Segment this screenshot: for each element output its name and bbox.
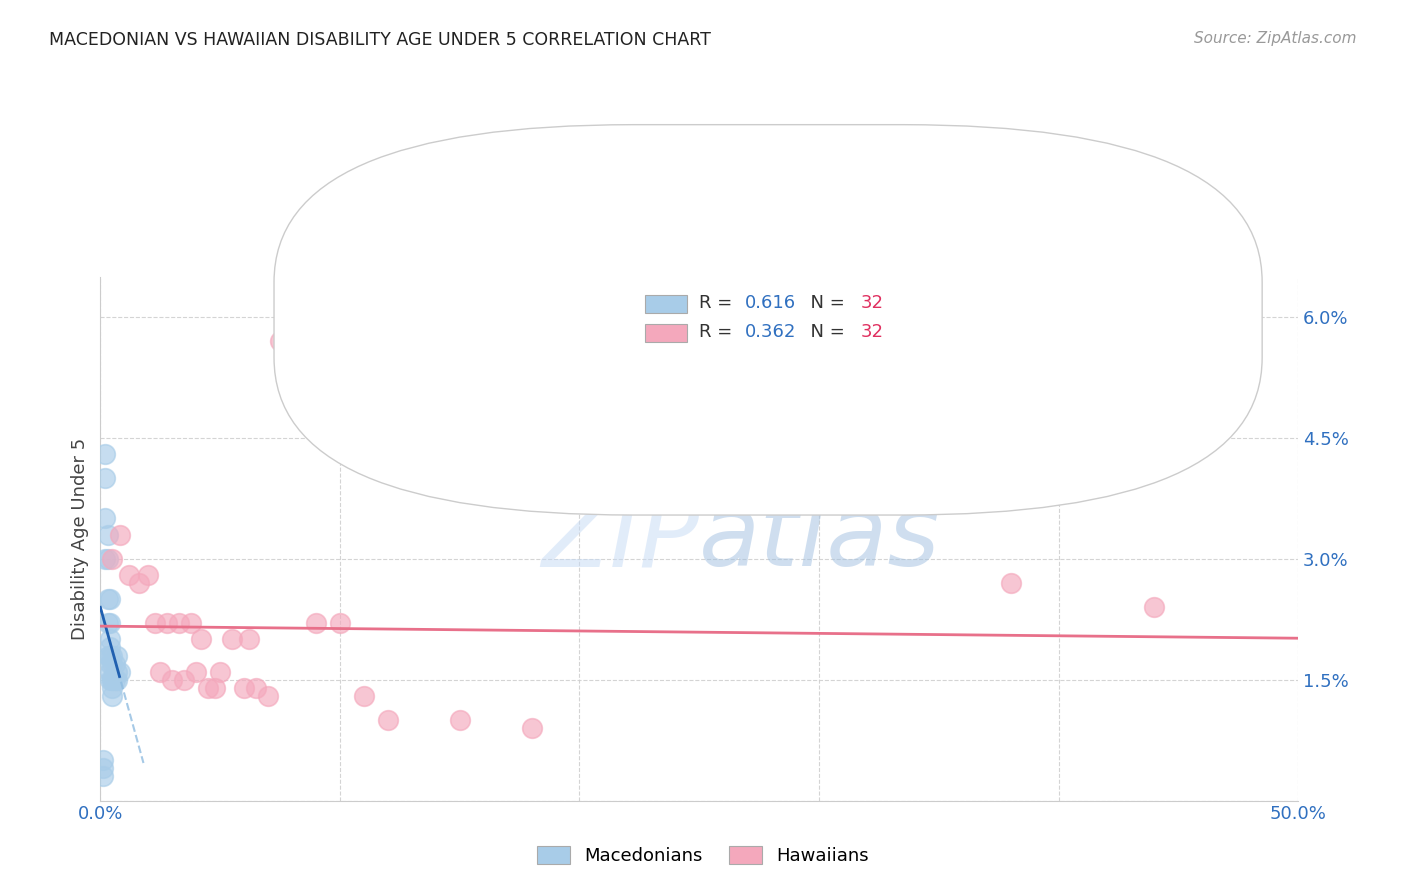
Text: atlas: atlas — [699, 490, 941, 587]
Point — [353, 689, 375, 703]
Point — [98, 673, 121, 687]
Text: Source: ZipAtlas.com: Source: ZipAtlas.com — [1194, 31, 1357, 46]
Point — [305, 616, 328, 631]
Bar — [645, 295, 688, 313]
Point — [96, 551, 118, 566]
Point — [180, 616, 202, 631]
Point — [281, 391, 304, 405]
Point — [156, 616, 179, 631]
Point — [197, 681, 219, 695]
Point — [105, 665, 128, 679]
Point — [190, 632, 212, 647]
Point — [145, 616, 167, 631]
Point — [209, 665, 232, 679]
Point — [105, 673, 128, 687]
Text: N =: N = — [799, 323, 851, 341]
Point — [94, 511, 117, 525]
Point — [204, 681, 226, 695]
Text: 32: 32 — [860, 323, 884, 341]
Point — [98, 632, 121, 647]
Point — [98, 648, 121, 663]
Point — [96, 527, 118, 541]
Point — [269, 334, 291, 348]
Legend: Macedonians, Hawaiians: Macedonians, Hawaiians — [530, 838, 876, 872]
Point — [108, 527, 131, 541]
Point — [96, 648, 118, 663]
Point — [101, 551, 124, 566]
Point — [91, 761, 114, 775]
Point — [245, 681, 267, 695]
Point — [96, 616, 118, 631]
Text: 0.362: 0.362 — [745, 323, 796, 341]
Point — [186, 665, 208, 679]
Point — [101, 681, 124, 695]
Text: 0.616: 0.616 — [745, 293, 796, 312]
Point — [136, 568, 159, 582]
Text: ZIP: ZIP — [541, 490, 699, 587]
Point — [98, 592, 121, 607]
Point — [98, 616, 121, 631]
Point — [173, 673, 195, 687]
Point — [118, 568, 141, 582]
FancyBboxPatch shape — [274, 125, 1263, 515]
Text: R =: R = — [699, 323, 738, 341]
Point — [128, 576, 150, 591]
Point — [1000, 576, 1022, 591]
Point — [94, 551, 117, 566]
Point — [101, 673, 124, 687]
Point — [91, 753, 114, 767]
Y-axis label: Disability Age Under 5: Disability Age Under 5 — [72, 437, 89, 640]
Text: MACEDONIAN VS HAWAIIAN DISABILITY AGE UNDER 5 CORRELATION CHART: MACEDONIAN VS HAWAIIAN DISABILITY AGE UN… — [49, 31, 711, 49]
Point — [105, 648, 128, 663]
Point — [257, 689, 280, 703]
Point — [329, 616, 352, 631]
Point — [104, 673, 127, 687]
Point — [98, 665, 121, 679]
Point — [520, 721, 543, 735]
Point — [221, 632, 243, 647]
Point — [98, 640, 121, 655]
Point — [101, 673, 124, 687]
Point — [149, 665, 172, 679]
Point — [108, 665, 131, 679]
Point — [101, 689, 124, 703]
Text: R =: R = — [699, 293, 738, 312]
Point — [104, 657, 127, 671]
Point — [1143, 600, 1166, 615]
Point — [449, 713, 471, 727]
Point — [101, 657, 124, 671]
Point — [96, 592, 118, 607]
Point — [94, 447, 117, 461]
Text: N =: N = — [799, 293, 851, 312]
Point — [98, 657, 121, 671]
Point — [94, 471, 117, 485]
Point — [377, 713, 399, 727]
Point — [160, 673, 183, 687]
Point — [101, 648, 124, 663]
Point — [233, 681, 256, 695]
Point — [238, 632, 260, 647]
Bar — [645, 324, 688, 343]
Text: 32: 32 — [860, 293, 884, 312]
Point — [169, 616, 191, 631]
Point — [91, 769, 114, 783]
